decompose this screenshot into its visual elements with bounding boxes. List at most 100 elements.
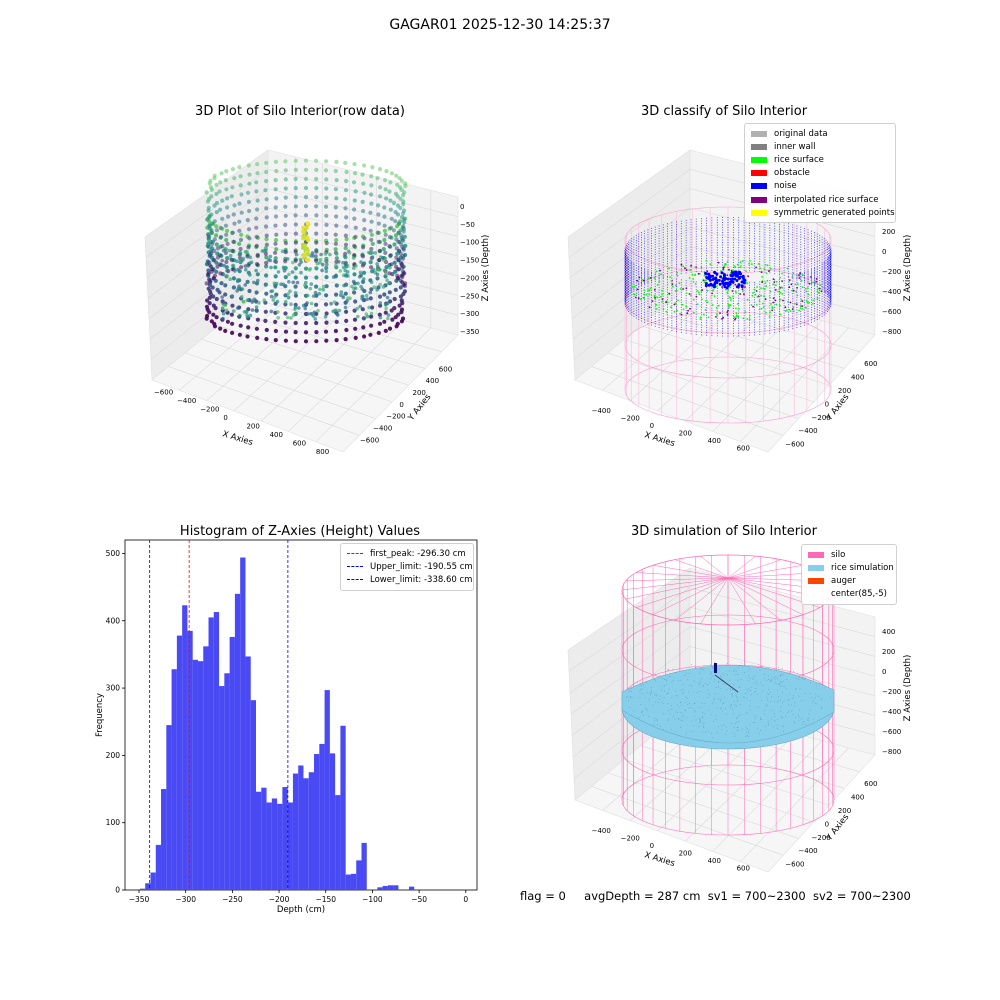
x-axis-label: Depth (cm) [277, 905, 325, 915]
p4-rice-point [723, 683, 724, 685]
histogram-bar [377, 887, 383, 890]
p1-data-point [386, 316, 390, 321]
p4-rice-point [746, 734, 748, 736]
p4-rice-point [767, 699, 769, 701]
plot3-histogram[interactable]: −350 −300 −250 −200 −150 −100 −50 0010020030040… [0, 500, 500, 930]
p1-grid-line [315, 327, 432, 442]
plot1-3d-scatter[interactable]: −600−400−2000200400600800−600−400−200020… [0, 0, 500, 480]
p1-data-point [314, 275, 319, 280]
p4-rice-point [737, 700, 738, 702]
p4-rice-point [675, 731, 677, 733]
p1-data-point [301, 242, 305, 247]
p4-rice-point [788, 704, 790, 706]
p2-x-tick-label: −400 [592, 407, 611, 415]
p4-rice-point [719, 688, 721, 690]
legend-swatch [751, 196, 767, 203]
p4-rice-point [777, 690, 779, 692]
p4-rice-point [718, 686, 720, 687]
p1-data-point [232, 221, 237, 226]
p2-rice-surface-point [771, 309, 774, 312]
p2-rice-surface-point [801, 305, 804, 308]
p2-rice-surface-point [768, 270, 770, 272]
p4-rice-point [779, 685, 781, 687]
p2-rice-surface-point [668, 292, 671, 295]
p1-data-point [306, 312, 310, 316]
p2-rice-surface-point [638, 276, 641, 279]
p1-data-point [224, 237, 229, 243]
p1-data-point [293, 167, 298, 172]
p4-z-axis-label: Z Axies (Depth) [903, 655, 913, 722]
p2-rice-surface-point [729, 286, 732, 289]
p4-rice-point [629, 697, 631, 699]
p4-rice-point [754, 675, 756, 677]
p1-data-point [381, 256, 385, 260]
p2-x-tick-label: 600 [737, 445, 750, 453]
p1-data-point [232, 176, 237, 181]
p2-rice-surface-point [722, 266, 725, 269]
p2-noise-point [709, 274, 713, 278]
p4-rice-point [749, 678, 751, 679]
p4-rice-point [804, 677, 806, 679]
legend-item: first_peak: -296.30 cm [347, 547, 467, 560]
p4-rice-point [656, 719, 658, 721]
p2-rice-surface-point [653, 288, 656, 291]
p1-data-point [324, 320, 329, 325]
p1-data-point [255, 207, 260, 212]
p4-rice-point [742, 666, 744, 668]
p1-data-point [264, 233, 269, 238]
p4-rice-point [758, 733, 760, 735]
p4-rice-point [661, 701, 663, 703]
p2-rice-surface-point [726, 313, 729, 316]
p2-noise-point [717, 278, 721, 282]
p1-data-point [314, 204, 319, 209]
p1-data-point [274, 247, 279, 252]
p2-rice-surface-point [699, 316, 702, 319]
p4-rice-point [690, 707, 692, 709]
p1-data-point [399, 235, 404, 240]
p1-data-point [384, 265, 389, 270]
p4-z-tick-label: 0 [882, 668, 886, 676]
p2-rice-surface-point [659, 269, 661, 272]
p4-rice-point [801, 700, 803, 702]
p4-rice-point [640, 688, 642, 690]
p1-data-point [271, 298, 276, 302]
p1-data-point [344, 309, 349, 314]
p4-rice-point [761, 665, 763, 667]
p1-data-point [401, 254, 406, 259]
p1-data-point [230, 167, 235, 172]
p2-rice-surface-point [812, 299, 815, 302]
p4-rice-point [691, 685, 693, 686]
p2-rice-surface-point [643, 293, 645, 296]
p1-data-point [334, 319, 339, 324]
p4-rice-point [671, 696, 673, 698]
p1-data-point [264, 242, 269, 247]
p2-rice-surface-point [706, 301, 709, 304]
p1-data-point [324, 213, 329, 218]
p1-data-point [403, 181, 408, 186]
p4-rice-point [710, 672, 712, 674]
p1-data-point [382, 319, 387, 324]
p1-data-point [283, 213, 288, 218]
p2-rice-surface-point [801, 300, 804, 303]
p2-grid-line [685, 313, 796, 422]
p4-rice-point [781, 692, 783, 694]
p1-data-point [342, 254, 347, 258]
p2-rice-surface-point [798, 277, 801, 279]
p1-data-point [341, 265, 346, 270]
p4-rice-point [682, 688, 684, 690]
p4-rice-point [791, 710, 793, 712]
p1-data-point [238, 174, 243, 179]
p2-rice-surface-point [678, 282, 681, 285]
p1-grid-line [260, 313, 377, 422]
p1-data-point [395, 212, 401, 217]
histogram-bar [155, 844, 162, 890]
p4-rice-point [678, 706, 680, 708]
p4-grid-line [570, 626, 691, 715]
p1-data-point [220, 198, 225, 203]
p4-rice-point [716, 732, 718, 734]
p4-rice-point [642, 684, 644, 686]
p4-rice-point [723, 702, 724, 704]
legend-label: obstacle [774, 168, 810, 179]
